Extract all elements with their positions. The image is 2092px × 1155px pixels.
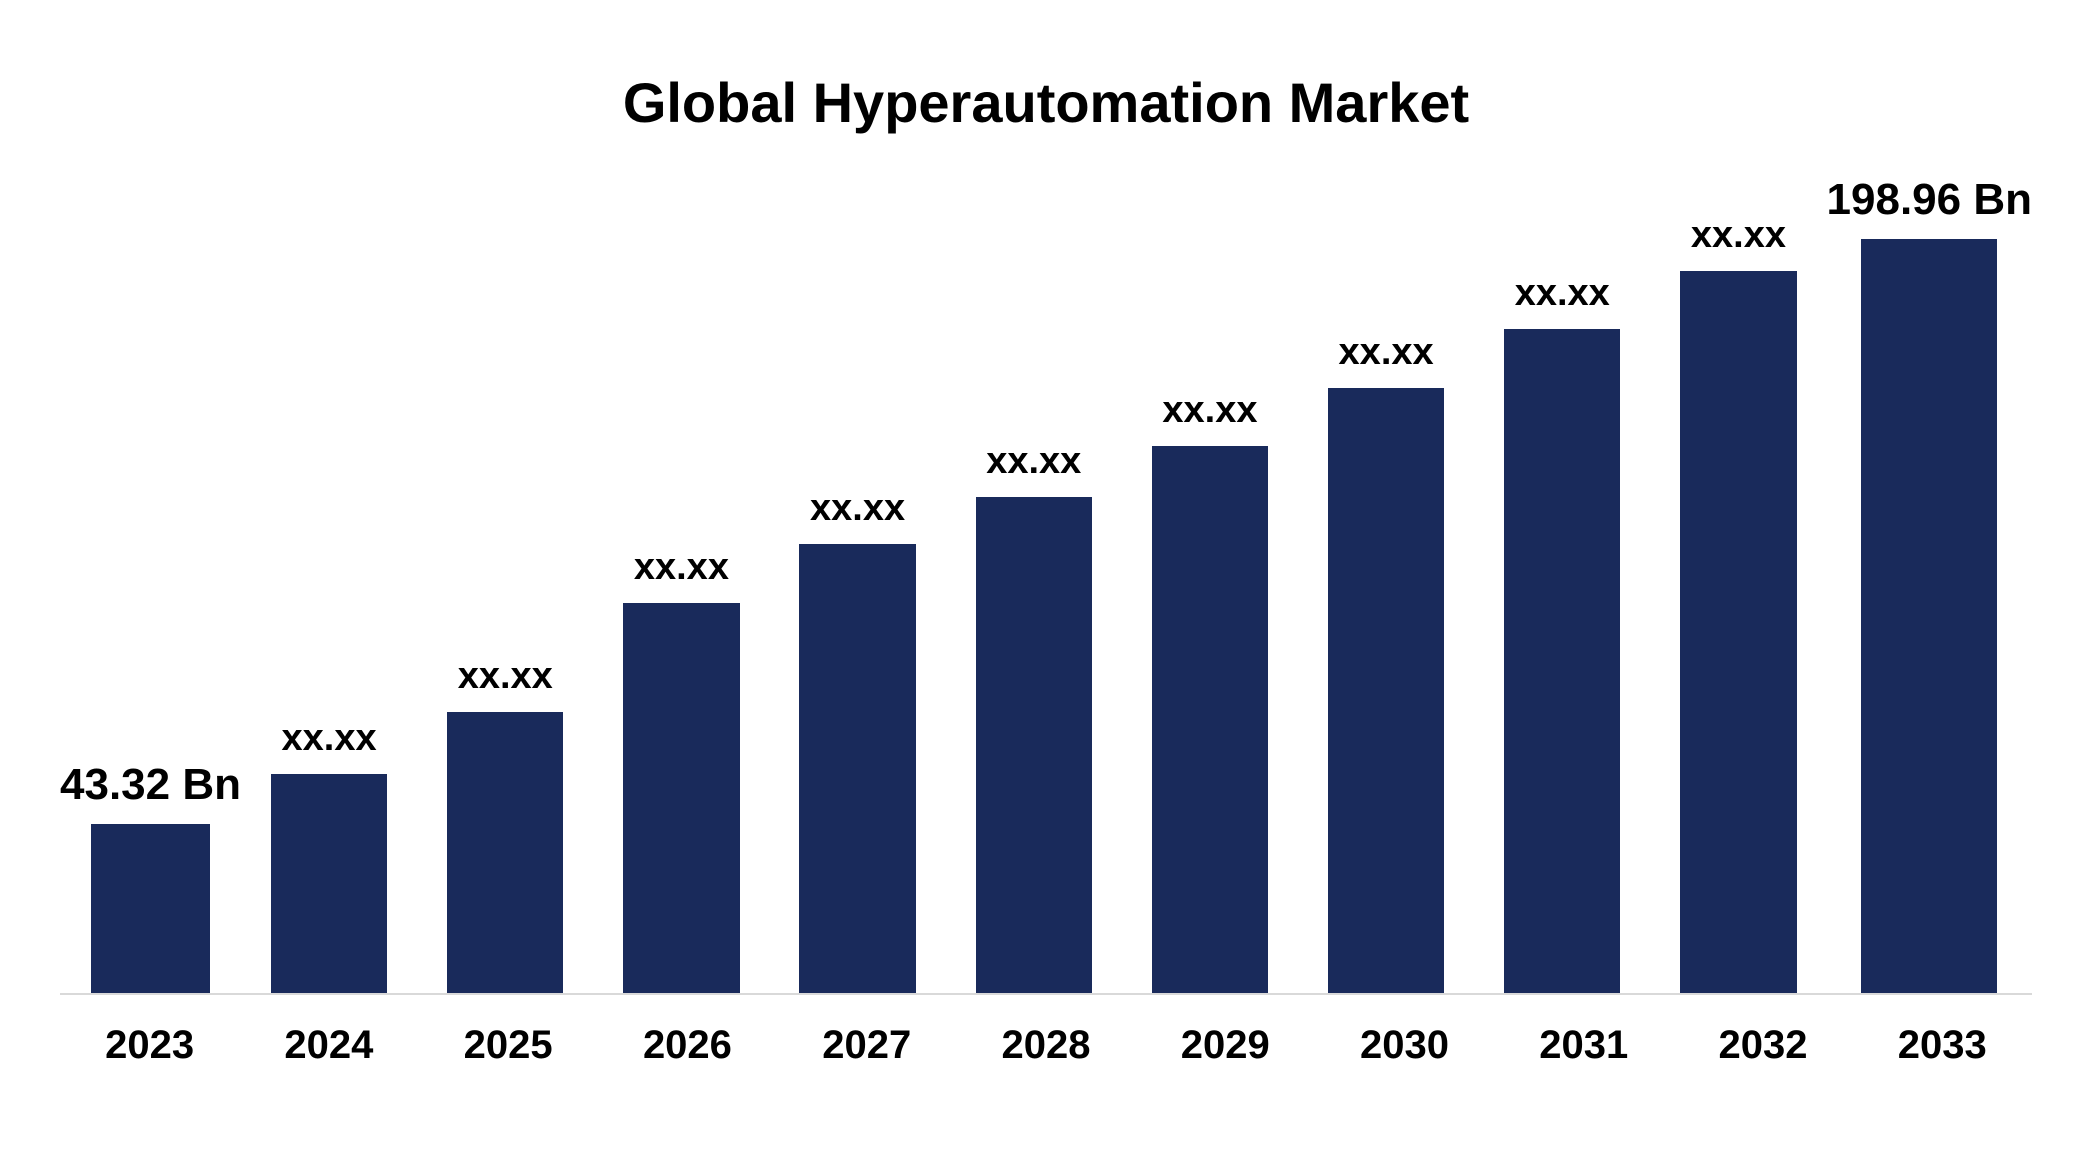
bars-row: 43.32 Bn xx.xx xx.xx xx.xx xx.xx xx.xx xx.xx xx…: [60, 175, 2032, 993]
bar-slot: xx.xx: [1122, 175, 1298, 993]
bar-value-label: xx.xx: [458, 655, 553, 698]
bar-rect: [976, 497, 1092, 993]
bar-slot: xx.xx: [1650, 175, 1826, 993]
bar-slot: xx.xx: [946, 175, 1122, 993]
xaxis-label: 2024: [239, 1023, 418, 1068]
bar-slot: xx.xx: [241, 175, 417, 993]
bar-value-label: xx.xx: [1162, 389, 1257, 432]
bar-rect: [1861, 239, 1997, 993]
bar-slot: xx.xx: [1298, 175, 1474, 993]
bar-value-label: xx.xx: [1515, 272, 1610, 315]
bar-rect: [447, 712, 563, 993]
bar-rect: [1152, 446, 1268, 993]
xaxis-label: 2032: [1673, 1023, 1852, 1068]
xaxis-label: 2028: [956, 1023, 1135, 1068]
xaxis-label: 2030: [1315, 1023, 1494, 1068]
chart-title: Global Hyperautomation Market: [60, 70, 2032, 135]
xaxis-label: 2023: [60, 1023, 239, 1068]
bar-value-label: xx.xx: [1691, 214, 1786, 257]
bar-rect: [799, 544, 915, 993]
bar-rect: [1328, 388, 1444, 993]
bar-slot: xx.xx: [1474, 175, 1650, 993]
bar-rect: [91, 824, 210, 993]
xaxis-label: 2031: [1494, 1023, 1673, 1068]
xaxis-row: 2023202420252026202720282029203020312032…: [60, 1023, 2032, 1068]
bar-slot: xx.xx: [593, 175, 769, 993]
xaxis-label: 2029: [1136, 1023, 1315, 1068]
bar-value-label: xx.xx: [282, 717, 377, 760]
bar-slot: xx.xx: [417, 175, 593, 993]
bar-slot: 198.96 Bn: [1827, 175, 2032, 993]
bar-slot: xx.xx: [770, 175, 946, 993]
xaxis-label: 2025: [419, 1023, 598, 1068]
bar-value-label: xx.xx: [810, 487, 905, 530]
bar-value-label: 43.32 Bn: [60, 760, 241, 810]
chart-container: Global Hyperautomation Market 43.32 Bn xx…: [0, 0, 2092, 1155]
bar-value-label: xx.xx: [986, 440, 1081, 483]
plot-area: 43.32 Bn xx.xx xx.xx xx.xx xx.xx xx.xx xx.xx xx…: [60, 175, 2032, 995]
bar-rect: [1680, 271, 1796, 993]
bar-value-label: xx.xx: [634, 546, 729, 589]
bar-rect: [271, 774, 387, 993]
xaxis-label: 2026: [598, 1023, 777, 1068]
bar-rect: [623, 603, 739, 993]
bar-value-label: 198.96 Bn: [1827, 175, 2032, 225]
xaxis-label: 2033: [1853, 1023, 2032, 1068]
bar-rect: [1504, 329, 1620, 993]
bar-value-label: xx.xx: [1339, 331, 1434, 374]
bar-slot: 43.32 Bn: [60, 175, 241, 993]
xaxis-label: 2027: [777, 1023, 956, 1068]
